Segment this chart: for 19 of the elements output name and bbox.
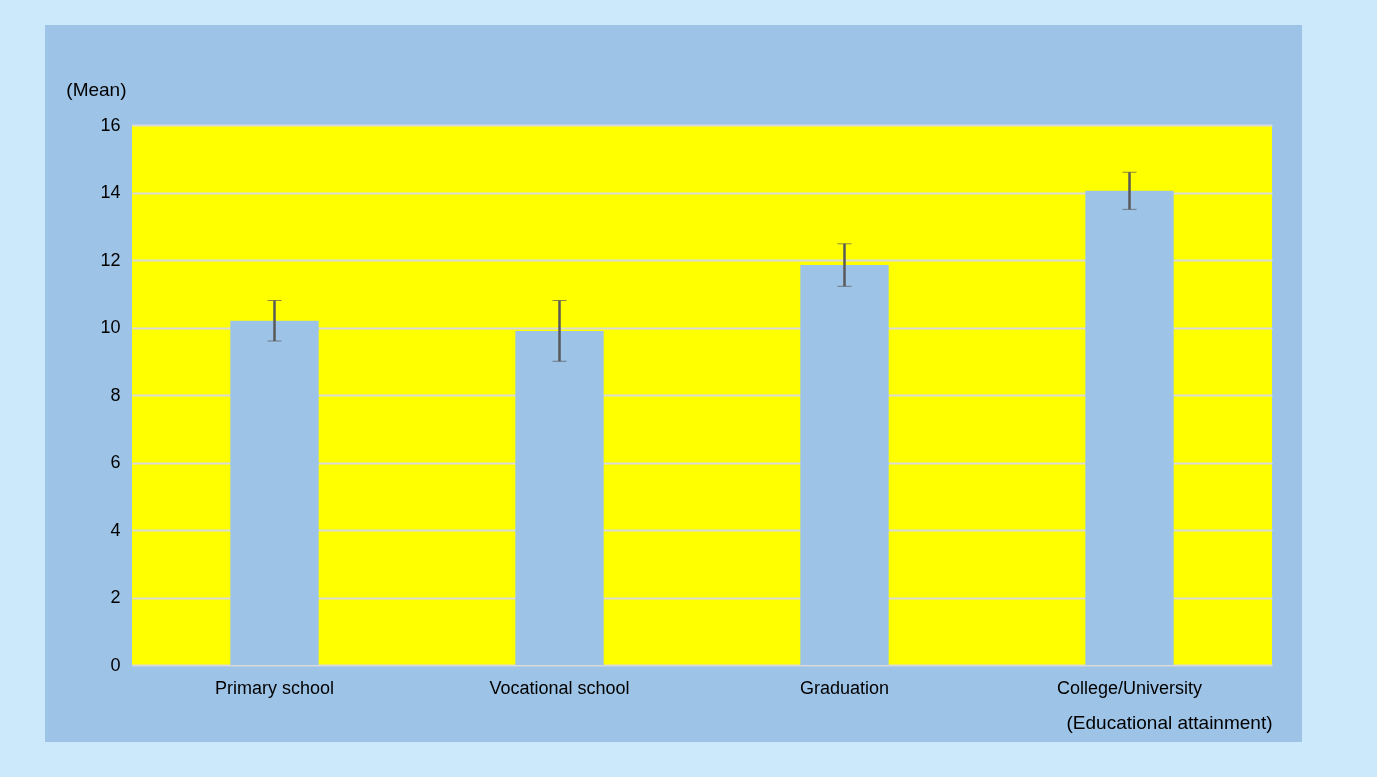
bar xyxy=(515,330,604,665)
bar xyxy=(1085,190,1174,665)
x-axis-title: (Educational attainment) xyxy=(1066,711,1273,733)
x-tick-label: Graduation xyxy=(799,677,890,698)
y-tick-label: 4 xyxy=(110,519,121,540)
y-tick-label: 2 xyxy=(110,587,121,607)
y-tick-label: 12 xyxy=(100,249,121,270)
y-axis-title: (Mean) xyxy=(66,78,127,100)
y-tick-label: 6 xyxy=(110,452,121,472)
x-tick-label: College/University xyxy=(1056,677,1203,698)
y-tick-label: 0 xyxy=(110,654,121,675)
y-tick-label: 10 xyxy=(100,317,121,337)
bar xyxy=(800,265,889,665)
y-tick-label: 16 xyxy=(100,114,121,135)
y-tick-label: 8 xyxy=(110,384,121,405)
y-tick-label: 14 xyxy=(100,182,121,202)
x-tick-label: Vocational school xyxy=(489,677,630,698)
x-tick-label: Primary school xyxy=(214,677,335,698)
bar xyxy=(230,320,319,665)
